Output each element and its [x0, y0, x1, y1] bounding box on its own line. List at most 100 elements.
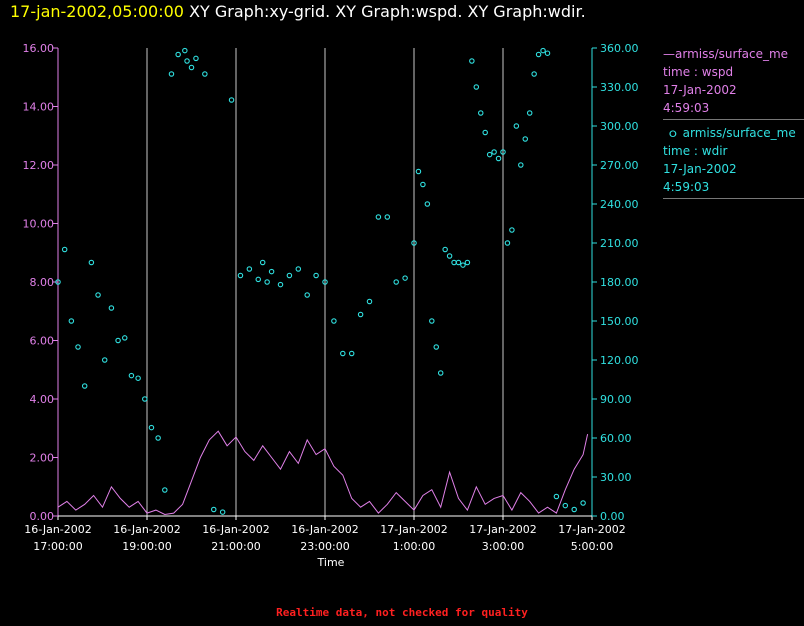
- legend-entry-wspd[interactable]: —armiss/surface_me time : wspd 17-Jan-20…: [663, 45, 804, 120]
- y-right-tick-label: 150.00: [600, 315, 639, 328]
- data-point-wdir: [469, 58, 475, 64]
- data-point-wdir: [562, 502, 569, 509]
- x-tick-label-date: 17-Jan-2002: [558, 523, 626, 536]
- data-point-wdir: [237, 272, 244, 279]
- data-point-wdir: [460, 262, 466, 268]
- y-right-tick-label: 30.00: [600, 471, 632, 484]
- data-point-wdir: [464, 259, 471, 266]
- x-axis-label: Time: [317, 556, 345, 569]
- data-point-wdir: [486, 151, 493, 158]
- x-tick-label-date: 16-Jan-2002: [113, 523, 181, 536]
- legend-source: ｏ armiss/surface_me: [663, 126, 796, 140]
- x-tick-label-time: 19:00:00: [122, 540, 171, 553]
- x-tick-label-date: 16-Jan-2002: [24, 523, 92, 536]
- y-left-tick-label: 4.00: [30, 393, 55, 406]
- data-point-wdir: [437, 370, 444, 376]
- legend: —armiss/surface_me time : wspd 17-Jan-20…: [663, 45, 804, 203]
- data-point-wdir: [202, 71, 208, 77]
- data-point-wdir: [331, 318, 337, 324]
- data-point-wdir: [268, 268, 275, 275]
- x-tick-label-time: 17:00:00: [33, 540, 82, 553]
- y-left-tick-label: 2.00: [30, 452, 55, 465]
- data-point-wdir: [135, 375, 141, 381]
- data-point-wdir: [219, 509, 226, 515]
- data-point-wdir: [88, 259, 95, 266]
- data-point-wdir: [128, 372, 135, 379]
- timestamp: 17-jan-2002,05:00:00: [10, 2, 184, 21]
- data-point-wdir: [277, 281, 284, 288]
- data-point-wdir: [544, 50, 551, 56]
- data-point-wdir: [491, 149, 497, 155]
- data-point-wdir: [162, 487, 168, 493]
- data-point-wdir: [122, 335, 128, 341]
- y-right-tick-label: 360.00: [600, 42, 639, 55]
- data-point-wdir: [246, 266, 253, 272]
- data-point-wdir: [148, 424, 155, 431]
- data-point-wdir: [580, 500, 586, 506]
- quality-note: Realtime data, not checked for quality: [276, 606, 528, 619]
- data-point-wdir: [264, 279, 270, 285]
- data-point-wdir: [513, 123, 520, 129]
- data-point-wdir: [571, 506, 577, 513]
- y-left-tick-label: 10.00: [23, 218, 55, 231]
- legend-variable: time : wdir: [663, 144, 728, 158]
- legend-date: 17-Jan-2002: [663, 162, 737, 176]
- data-point-wdir: [526, 110, 533, 116]
- y-right-tick-label: 240.00: [600, 198, 639, 211]
- data-point-wdir: [286, 272, 293, 279]
- data-point-wdir: [304, 292, 310, 298]
- x-tick-label-time: 3:00:00: [482, 540, 524, 553]
- data-point-wdir: [535, 51, 542, 58]
- x-tick-label-time: 21:00:00: [211, 540, 260, 553]
- x-tick-label-date: 16-Jan-2002: [291, 523, 359, 536]
- y-right-tick-label: 300.00: [600, 120, 639, 133]
- data-point-wdir: [393, 279, 399, 285]
- legend-time: 4:59:03: [663, 101, 710, 115]
- data-point-wdir: [415, 168, 422, 175]
- data-point-wdir: [259, 259, 266, 266]
- data-point-wdir: [95, 292, 101, 298]
- data-point-wdir: [108, 305, 115, 311]
- data-point-wdir: [411, 240, 417, 246]
- data-point-wdir: [348, 350, 355, 357]
- legend-entry-wdir[interactable]: ｏ armiss/surface_me time : wdir 17-Jan-2…: [663, 124, 804, 199]
- x-tick-label-date: 17-Jan-2002: [469, 523, 537, 536]
- data-point-wdir: [81, 383, 88, 389]
- legend-variable: time : wspd: [663, 65, 734, 79]
- x-tick-label-time: 1:00:00: [393, 540, 435, 553]
- data-point-wdir: [142, 396, 148, 402]
- data-point-wdir: [531, 71, 537, 77]
- data-point-wdir: [175, 51, 181, 58]
- data-point-wdir: [182, 47, 188, 54]
- data-point-wdir: [553, 493, 560, 500]
- y-left-tick-label: 12.00: [23, 159, 55, 172]
- y-right-tick-label: 330.00: [600, 81, 639, 94]
- data-point-wdir: [375, 214, 382, 220]
- data-point-wdir: [509, 227, 515, 233]
- chart-title: 17-jan-2002,05:00:00 XY Graph:xy-grid. X…: [10, 2, 586, 21]
- data-point-wdir: [518, 162, 524, 168]
- data-point-wdir: [402, 275, 408, 281]
- data-point-wdir: [433, 344, 439, 350]
- data-point-wdir: [188, 64, 195, 71]
- data-point-wdir: [322, 279, 328, 285]
- data-point-wdir: [504, 240, 511, 246]
- data-point-wdir: [75, 344, 81, 350]
- y-right-tick-label: 90.00: [600, 393, 632, 406]
- data-point-wdir: [500, 149, 506, 155]
- data-point-wdir: [366, 298, 373, 305]
- y-left-tick-label: 6.00: [30, 335, 55, 348]
- data-point-wdir: [420, 181, 426, 188]
- data-point-wdir: [184, 58, 190, 64]
- legend-time: 4:59:03: [663, 180, 710, 194]
- data-point-wdir: [61, 246, 68, 253]
- data-point-wdir: [477, 110, 484, 116]
- y-left-tick-label: 8.00: [30, 276, 55, 289]
- data-point-wdir: [228, 97, 235, 103]
- data-point-wdir: [384, 214, 391, 220]
- y-right-tick-label: 270.00: [600, 159, 639, 172]
- y-right-tick-label: 60.00: [600, 432, 632, 445]
- y-right-tick-label: 210.00: [600, 237, 639, 250]
- legend-source: —armiss/surface_me: [663, 47, 789, 61]
